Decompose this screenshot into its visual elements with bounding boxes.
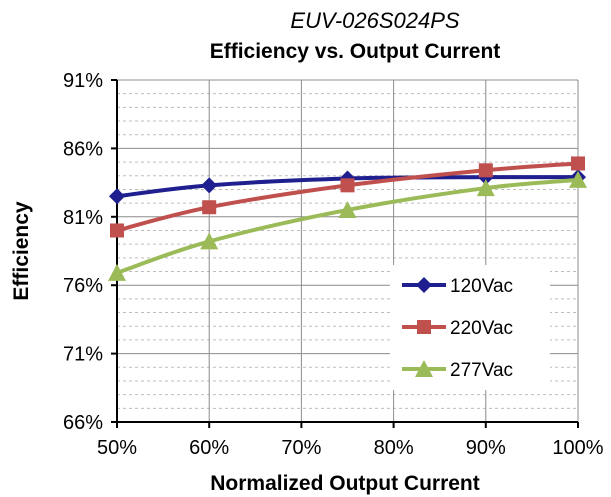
data-point-square [202, 200, 217, 215]
x-tick-labels: 50% 60% 70% 80% 90% 100% [97, 422, 604, 459]
data-series [108, 156, 587, 281]
data-point-square [110, 223, 124, 238]
series-277Vac [108, 170, 587, 281]
legend: 120Vac 220Vac 277Vac [390, 265, 550, 390]
y-tick-label: 66% [63, 412, 103, 434]
legend-label: 220Vac [450, 318, 513, 339]
x-tick-label: 90% [466, 437, 506, 459]
data-point-square [571, 156, 585, 171]
data-point-triangle [338, 200, 357, 218]
y-tick-labels: 66% 71% 76% 81% 86% 91% [63, 70, 117, 434]
legend-label: 120Vac [450, 276, 513, 297]
y-tick-label: 81% [63, 207, 103, 229]
y-tick-label: 91% [63, 70, 103, 92]
x-tick-label: 70% [281, 437, 321, 459]
y-tick-label: 76% [63, 275, 103, 297]
y-axis-label: Efficiency [10, 201, 33, 301]
data-point-square [340, 178, 355, 193]
data-point-square [478, 163, 493, 178]
data-point-triangle [569, 170, 587, 188]
legend-item: 220Vac [402, 318, 513, 339]
legend-item: 120Vac [402, 276, 513, 297]
data-point-triangle [200, 232, 219, 250]
y-tick-label: 71% [63, 344, 103, 366]
series-220Vac [110, 156, 585, 238]
data-point-diamond [109, 188, 125, 205]
x-tick-label: 50% [97, 437, 137, 459]
data-point-triangle [108, 263, 126, 281]
x-tick-label: 60% [189, 437, 229, 459]
y-tick-label: 86% [63, 138, 103, 160]
legend-label: 277Vac [450, 360, 513, 381]
x-tick-label: 80% [374, 437, 414, 459]
data-point-square [417, 320, 431, 334]
data-point-diamond [201, 177, 218, 194]
series-line [116, 177, 579, 275]
data-point-triangle [476, 179, 495, 197]
chart-title: Efficiency vs. Output Current [210, 40, 501, 63]
x-tick-label: 100% [552, 437, 603, 459]
legend-item: 277Vac [402, 360, 513, 381]
data-point-diamond [416, 277, 432, 293]
chart-subtitle: EUV-026S024PS [290, 8, 460, 33]
x-axis-label: Normalized Output Current [210, 472, 480, 495]
data-point-triangle [415, 360, 433, 377]
